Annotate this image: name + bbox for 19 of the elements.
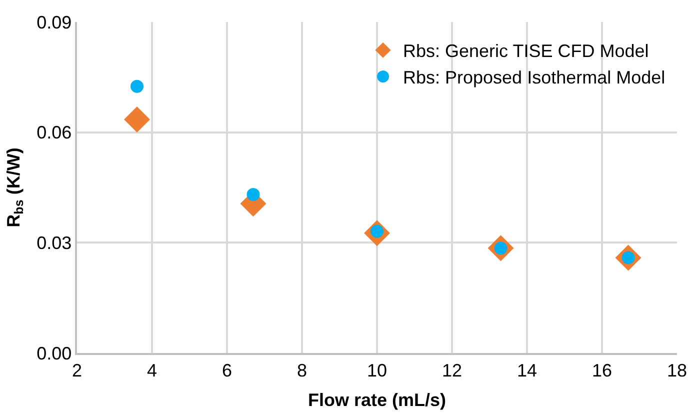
point <box>246 188 260 201</box>
legend-label: Rbs: Proposed Isothermal Model <box>403 68 666 88</box>
x-tick-label: 18 <box>666 360 688 380</box>
x-tick-label: 8 <box>296 360 308 380</box>
y-tick-label: 0.06 <box>36 122 72 143</box>
x-tick-label: 10 <box>366 360 388 380</box>
y-tick-label: 0.03 <box>36 232 72 253</box>
y-tick-label: 0.09 <box>36 12 72 32</box>
x-axis-title: Flow rate (mL/s) <box>308 390 446 410</box>
y-tick-label: 0.00 <box>36 343 72 364</box>
x-tick-label: 12 <box>442 360 462 380</box>
x-tick-label: 14 <box>516 360 538 380</box>
legend-label: Rbs: Generic TISE CFD Model <box>403 41 649 62</box>
x-tick-label: 6 <box>222 360 232 380</box>
point <box>130 80 144 93</box>
x-tick-label: 16 <box>592 360 612 380</box>
x-tick-label: 4 <box>146 360 158 380</box>
point <box>124 106 150 132</box>
x-tick-label: 2 <box>72 360 82 380</box>
